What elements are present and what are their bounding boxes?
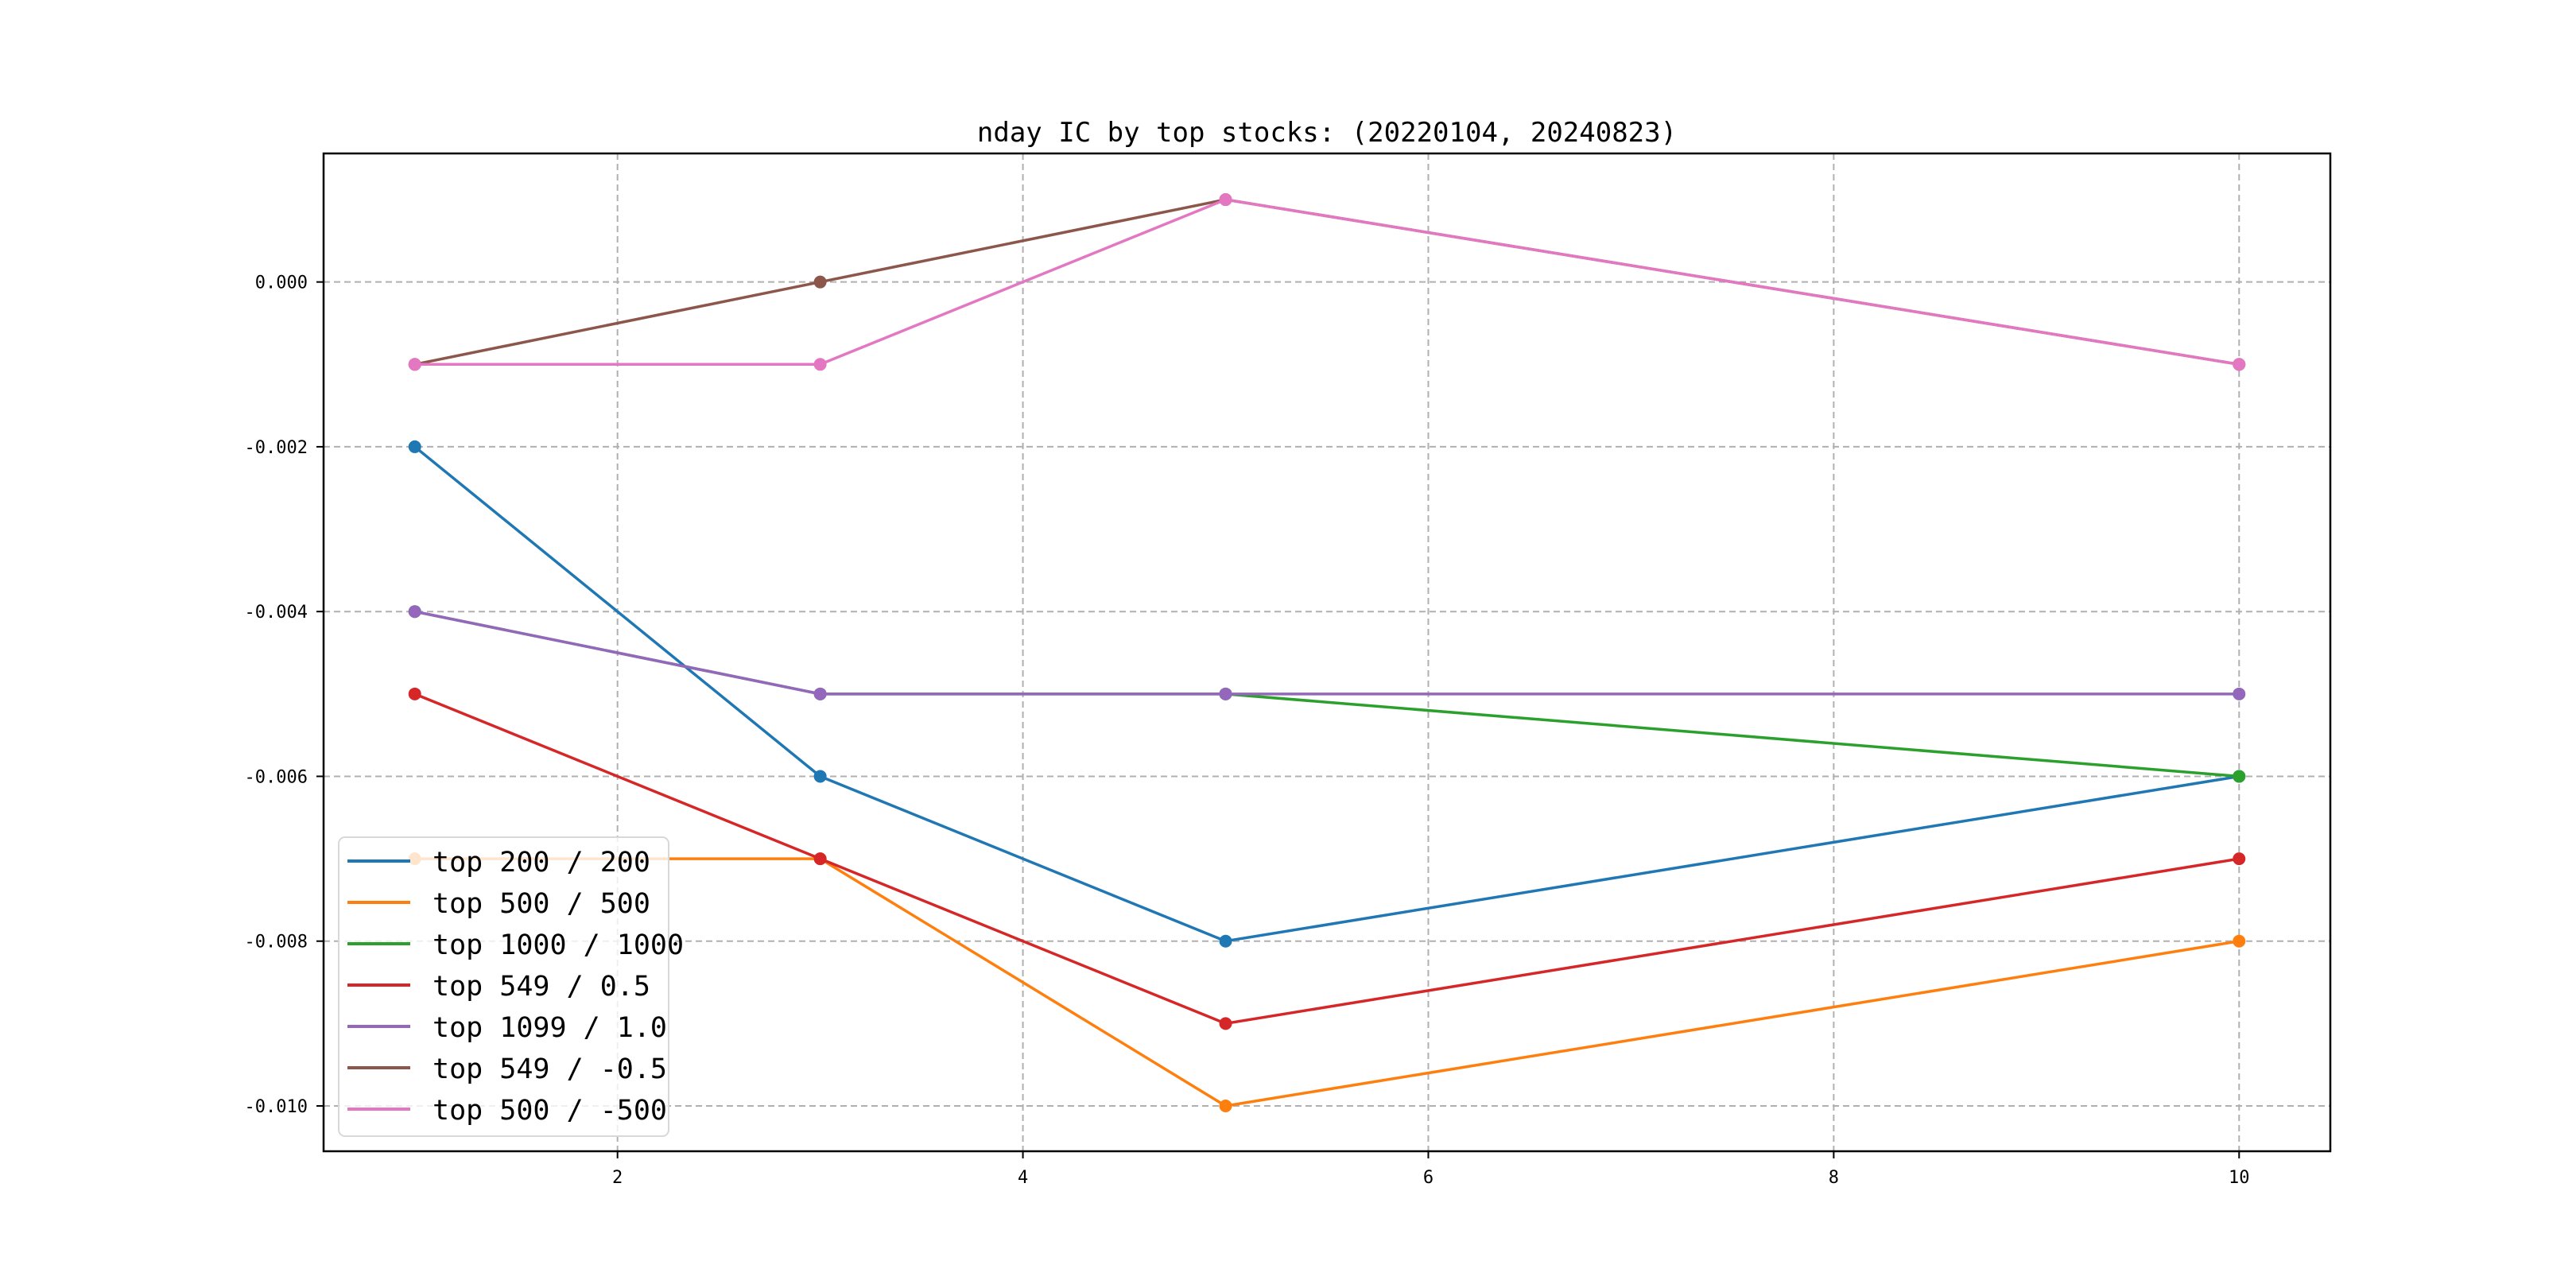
y-tick-label: 0.000	[255, 274, 308, 293]
legend-label: top 200 / 200	[433, 847, 650, 879]
legend-entry: top 1099 / 1.0	[347, 1012, 667, 1044]
plot-frame	[322, 152, 2332, 1153]
y-tick-label: -0.010	[245, 1097, 308, 1117]
legend-label: top 500 / -500	[433, 1095, 667, 1127]
legend-entry: top 200 / 200	[347, 847, 650, 879]
data-point	[408, 605, 421, 619]
data-point	[813, 852, 827, 866]
y-tick-label: -0.006	[245, 767, 308, 787]
series-line	[414, 857, 2240, 1108]
series-top-1099-1-0	[408, 605, 2246, 700]
y-tick-label: -0.002	[245, 438, 308, 458]
series-top-200-200	[408, 440, 2246, 948]
data-point	[1219, 687, 1232, 700]
data-point	[1219, 193, 1232, 207]
data-point	[813, 687, 827, 700]
x-tick-label: 6	[1423, 1168, 1433, 1188]
axis-ticks: 2 4 6 8 10 0.000 -0.002 -0.004 -0.006 -0.008 -0.01…	[245, 274, 2250, 1188]
data-point	[2233, 687, 2246, 700]
series-line	[414, 610, 2240, 696]
data-point	[813, 770, 827, 783]
data-point	[1219, 934, 1232, 948]
series-group	[408, 193, 2246, 1113]
data-point	[1219, 1017, 1232, 1030]
data-point	[2233, 358, 2246, 371]
legend-label: top 549 / -0.5	[433, 1053, 667, 1085]
x-tick-label: 2	[612, 1168, 623, 1188]
legend-label: top 549 / 0.5	[433, 971, 650, 1003]
data-point	[2233, 934, 2246, 948]
x-tick-label: 10	[2229, 1168, 2250, 1188]
data-point	[408, 440, 421, 453]
legend-label: top 1000 / 1000	[433, 929, 684, 961]
data-point	[1219, 1100, 1232, 1113]
legend-label: top 1099 / 1.0	[433, 1012, 667, 1044]
data-point	[813, 358, 827, 371]
x-tick-label: 8	[1829, 1168, 1839, 1188]
series-top-549-0-5	[408, 687, 2246, 1030]
y-tick-label: -0.004	[245, 603, 308, 623]
y-tick-label: -0.008	[245, 933, 308, 952]
legend-entry: top 549 / 0.5	[347, 971, 650, 1003]
x-tick-label: 4	[1018, 1168, 1028, 1188]
data-point	[408, 687, 421, 700]
data-point	[813, 275, 827, 289]
series-line	[414, 198, 2240, 367]
series-top-500-500	[408, 852, 2246, 1113]
legend-box	[338, 836, 669, 1137]
data-point	[2233, 770, 2246, 783]
legend-entry: top 1000 / 1000	[347, 929, 684, 961]
series-line	[414, 692, 2240, 1026]
data-point	[2233, 852, 2246, 866]
legend-entry: top 549 / -0.5	[347, 1053, 667, 1085]
legend-entry: top 500 / -500	[347, 1095, 667, 1127]
legend-label: top 500 / 500	[433, 888, 650, 920]
series-line	[413, 445, 2240, 943]
legend: top 200 / 200 top 500 / 500 top 1000 / 100…	[338, 836, 684, 1137]
series-top-500-500	[408, 193, 2246, 371]
chart-title: nday IC by top stocks: (20220104, 202408…	[977, 117, 1677, 149]
legend-entry: top 500 / 500	[347, 888, 650, 920]
data-point	[408, 358, 421, 371]
